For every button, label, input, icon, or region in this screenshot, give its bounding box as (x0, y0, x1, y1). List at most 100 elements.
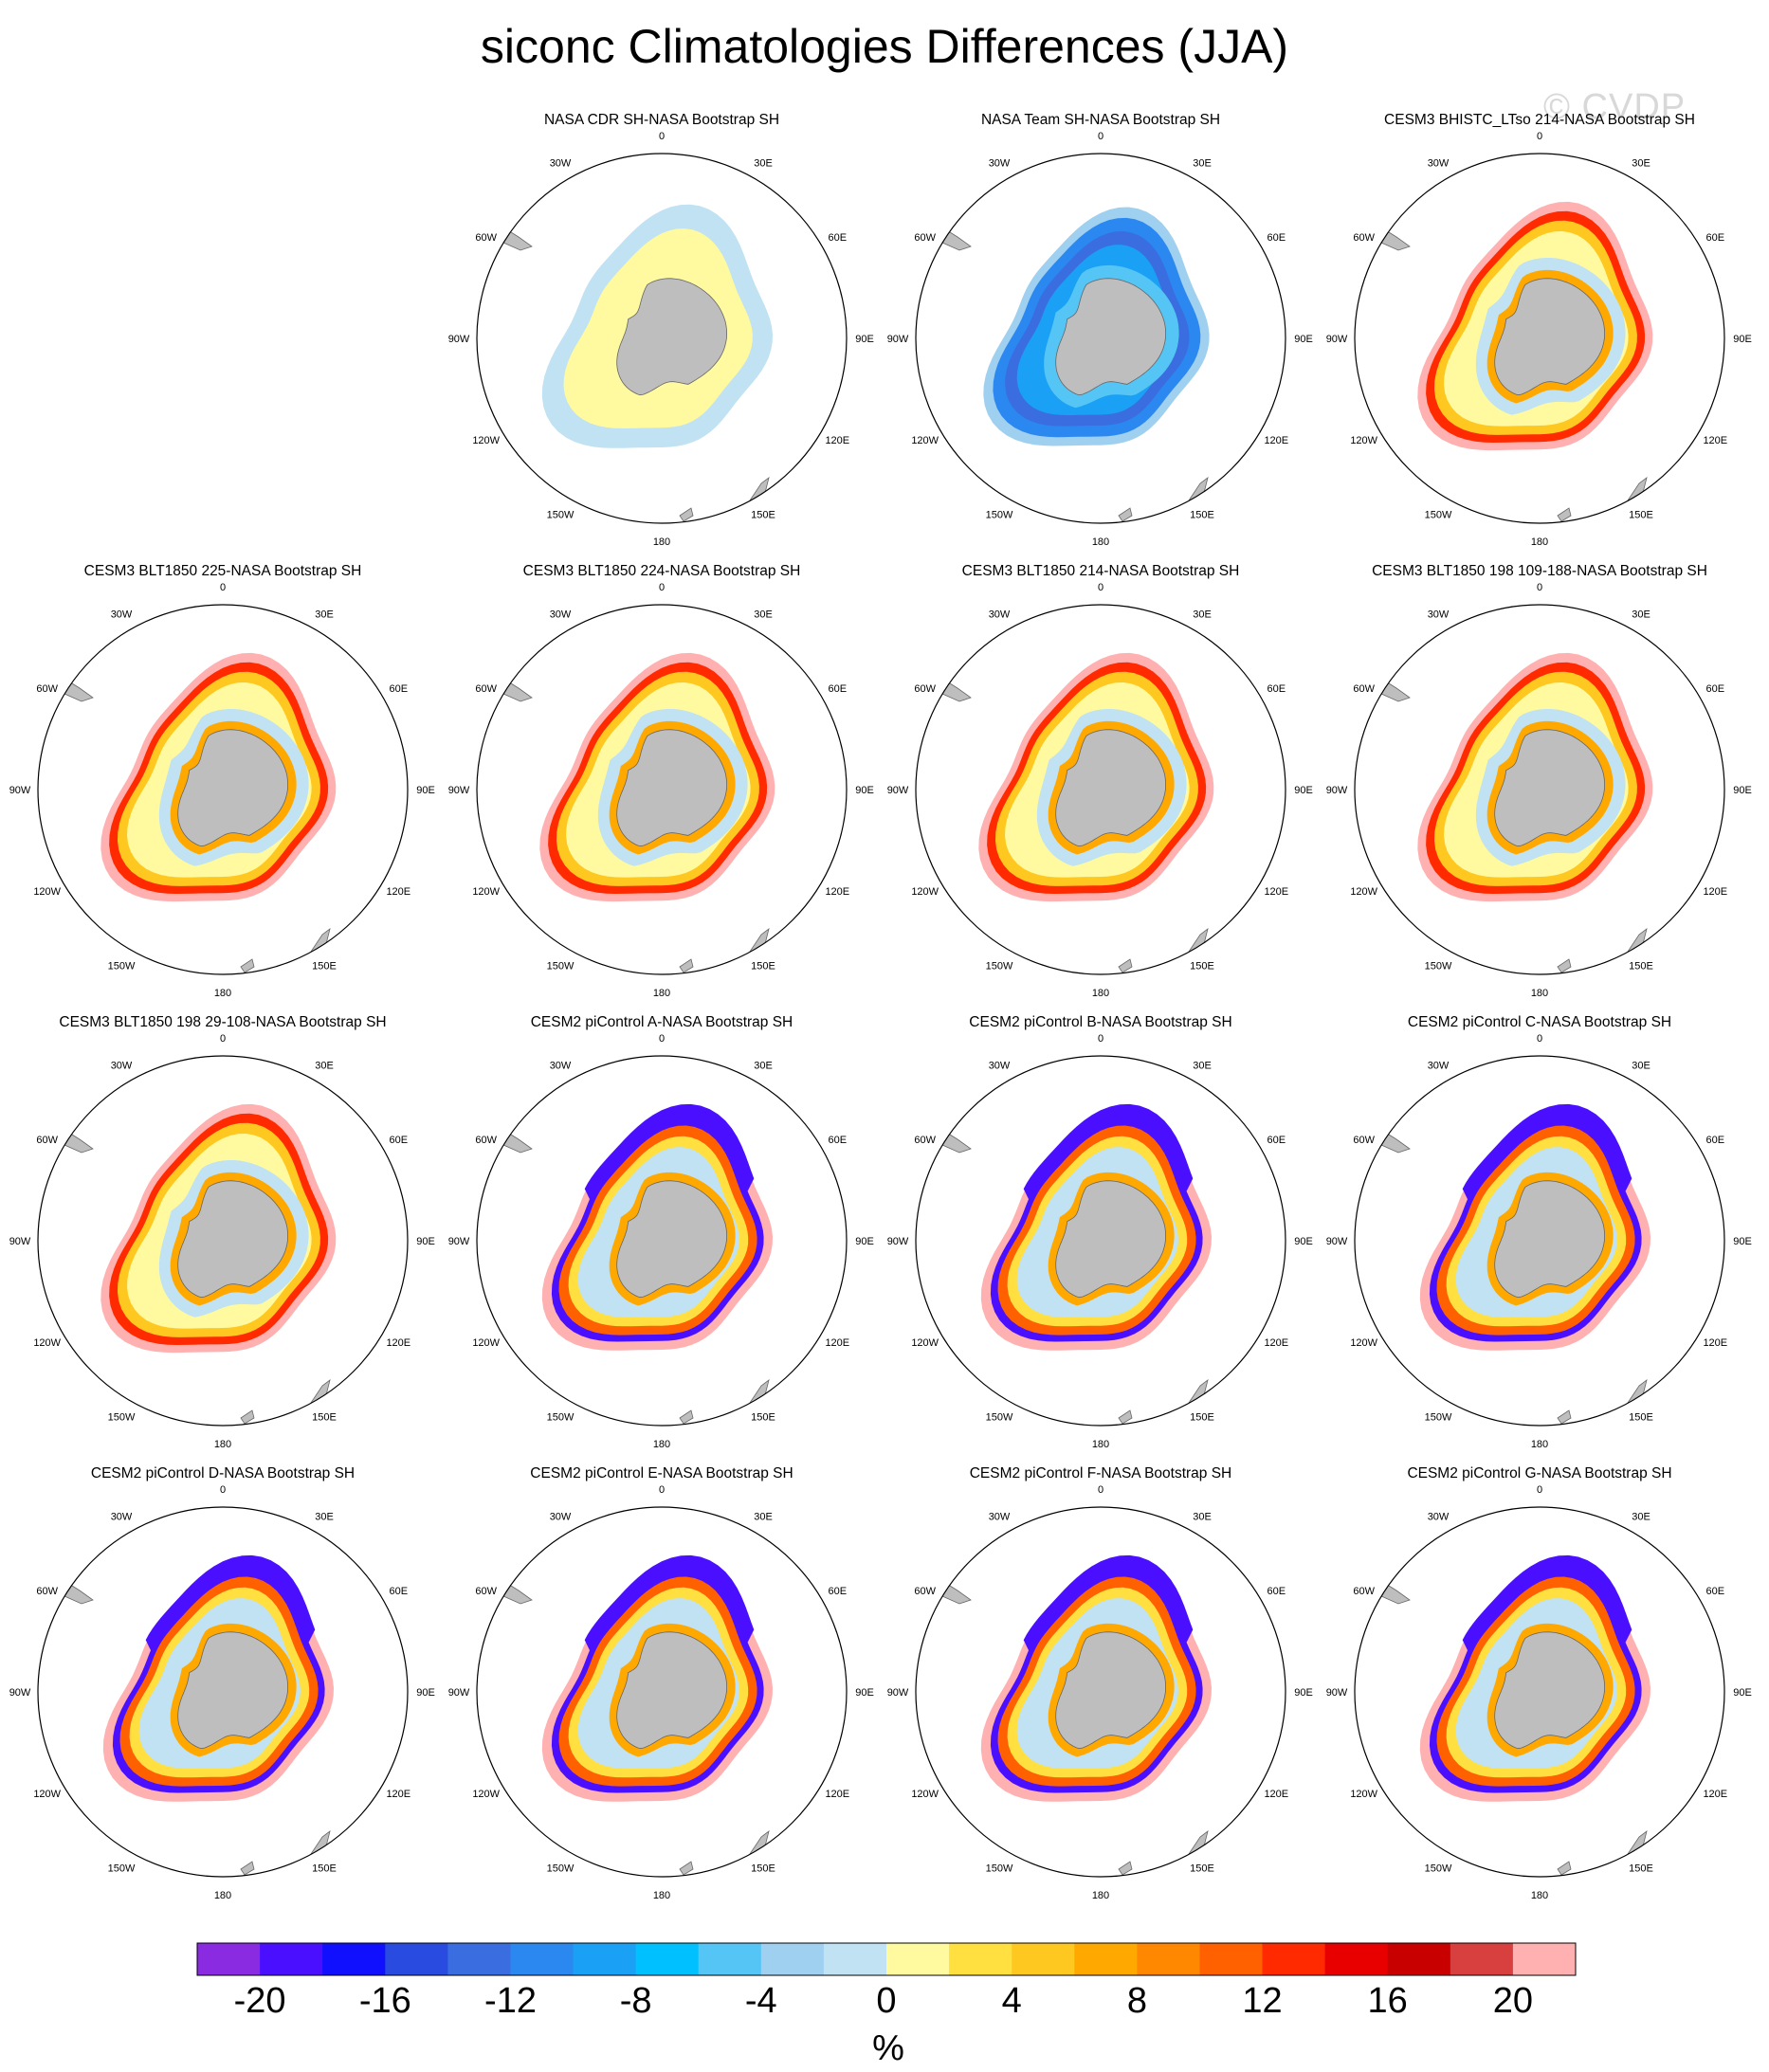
longitude-label: 90W (9, 1236, 31, 1247)
longitude-label: 60W (475, 1135, 497, 1146)
longitude-label: 0 (1098, 582, 1103, 593)
longitude-label: 180 (1092, 1439, 1109, 1450)
longitude-label: 180 (1092, 988, 1109, 999)
longitude-label: 0 (1537, 582, 1542, 593)
longitude-label: 120E (1703, 886, 1727, 898)
longitude-label: 120E (386, 1789, 410, 1800)
longitude-label: 120E (386, 886, 410, 898)
longitude-label: 120E (825, 1789, 849, 1800)
map-panel: NASA CDR SH-NASA Bootstrap SH 0 30E 60E 90E 1… (448, 112, 875, 557)
map-panel: CESM2 piControl G-NASA Bootstrap SH 0 30E 6… (1326, 1465, 1753, 1911)
colorbar-tick-label: 8 (1126, 1981, 1147, 2021)
longitude-label: 60W (914, 1586, 936, 1597)
island-landmass (1557, 507, 1572, 522)
longitude-label: 90E (1733, 1236, 1752, 1247)
colorbar-tick-label: -12 (484, 1981, 537, 2021)
longitude-label: 150W (986, 1411, 1013, 1423)
longitude-label: 90E (855, 785, 874, 796)
map-panel: CESM3 BLT1850 224-NASA Bootstrap SH 0 30E 6… (448, 563, 875, 1009)
longitude-label: 120E (1264, 886, 1288, 898)
longitude-label: 150W (1425, 1863, 1452, 1874)
longitude-label: 120W (911, 1337, 939, 1349)
longitude-label: 30E (1193, 158, 1212, 170)
longitude-label: 150W (1425, 1411, 1452, 1423)
colorbar-tick-label: 12 (1242, 1981, 1283, 2021)
map-border (37, 1506, 409, 1878)
longitude-label: 30W (550, 609, 572, 621)
panel-title: CESM3 BLT1850 225-NASA Bootstrap SH (83, 563, 362, 579)
panel-title: NASA Team SH-NASA Bootstrap SH (980, 112, 1221, 128)
antarctica-landmass (616, 278, 728, 396)
island-landmass (1118, 507, 1133, 522)
longitude-label: 150W (1425, 509, 1452, 520)
longitude-label: 30E (1632, 1061, 1650, 1072)
polar-map: 0 30E 60E 90E 120E 150E 180 150W 120W 90W 60W 30W (887, 1033, 1313, 1450)
longitude-label: 60E (1267, 232, 1286, 244)
longitude-label: 60W (475, 1586, 497, 1597)
colorbar-swatch (1450, 1943, 1514, 1975)
colorbar-tick-label: 0 (876, 1981, 897, 2021)
antarctica-landmass (177, 729, 289, 847)
longitude-label: 90E (1733, 1687, 1752, 1699)
longitude-label: 150W (108, 1411, 136, 1423)
longitude-label: 60W (475, 683, 497, 695)
longitude-label: 180 (653, 988, 670, 999)
colorbar-swatch (1012, 1943, 1075, 1975)
map-border (1354, 1506, 1725, 1878)
antarctica-landmass (616, 1631, 728, 1750)
map-panel: CESM2 piControl B-NASA Bootstrap SH 0 30E 6… (887, 1014, 1314, 1460)
longitude-label: 150W (108, 1863, 136, 1874)
longitude-label: 30E (1632, 1512, 1650, 1523)
longitude-label: 120E (1703, 1789, 1727, 1800)
longitude-label: 30E (1193, 1512, 1212, 1523)
panel-title: CESM2 piControl C-NASA Bootstrap SH (1407, 1014, 1672, 1030)
longitude-label: 150W (547, 1863, 574, 1874)
longitude-label: 150E (1190, 509, 1214, 520)
longitude-label: 0 (1537, 1484, 1542, 1496)
longitude-label: 180 (653, 1890, 670, 1901)
longitude-label: 60W (36, 683, 58, 695)
longitude-label: 90W (887, 334, 909, 345)
longitude-label: 30W (1428, 158, 1450, 170)
island-landmass (1118, 958, 1133, 973)
polar-map: 0 30E 60E 90E 120E 150E 180 150W 120W 90W 60W 30W (1326, 1484, 1752, 1901)
longitude-label: 30E (1193, 1061, 1212, 1072)
colorbar-tick-label: -16 (358, 1981, 411, 2021)
longitude-label: 60E (829, 232, 848, 244)
longitude-label: 180 (1092, 1890, 1109, 1901)
longitude-label: 60E (1267, 1135, 1286, 1146)
longitude-label: 0 (659, 1033, 665, 1045)
longitude-label: 30E (1632, 609, 1650, 621)
longitude-label: 120W (911, 435, 939, 446)
panel-title: CESM2 piControl B-NASA Bootstrap SH (969, 1014, 1232, 1030)
longitude-label: 90E (1294, 334, 1313, 345)
longitude-label: 30W (989, 1512, 1011, 1523)
longitude-label: 180 (1531, 536, 1548, 548)
longitude-label: 60W (475, 232, 497, 244)
polar-map: 0 30E 60E 90E 120E 150E 180 150W 120W 90W 60W 30W (1326, 131, 1752, 548)
panel-title: CESM2 piControl E-NASA Bootstrap SH (530, 1465, 793, 1481)
antarctica-landmass (1494, 1180, 1606, 1299)
longitude-label: 120W (1350, 1789, 1377, 1800)
longitude-label: 120W (472, 1789, 500, 1800)
longitude-label: 90W (448, 334, 470, 345)
colorbar-swatch (1199, 1943, 1264, 1975)
antarctica-landmass (616, 729, 728, 847)
longitude-label: 0 (659, 582, 665, 593)
polar-map: 0 30E 60E 90E 120E 150E 180 150W 120W 90W 60W 30W (448, 131, 874, 548)
antarctica-landmass (1494, 278, 1606, 396)
longitude-label: 90W (1326, 1236, 1348, 1247)
longitude-label: 30E (1632, 158, 1650, 170)
colorbar-swatch (322, 1943, 386, 1975)
longitude-label: 150W (547, 1411, 574, 1423)
map-panel: CESM3 BHISTC_LTso 214-NASA Bootstrap SH 0… (1326, 112, 1753, 557)
longitude-label: 60W (1353, 1586, 1375, 1597)
map-border (915, 604, 1286, 975)
longitude-label: 150E (312, 960, 337, 972)
longitude-label: 90E (1733, 334, 1752, 345)
antarctica-landmass (1055, 729, 1167, 847)
longitude-label: 60W (36, 1586, 58, 1597)
longitude-label: 90W (887, 1687, 909, 1699)
longitude-label: 150W (547, 960, 574, 972)
longitude-label: 90E (416, 1236, 435, 1247)
